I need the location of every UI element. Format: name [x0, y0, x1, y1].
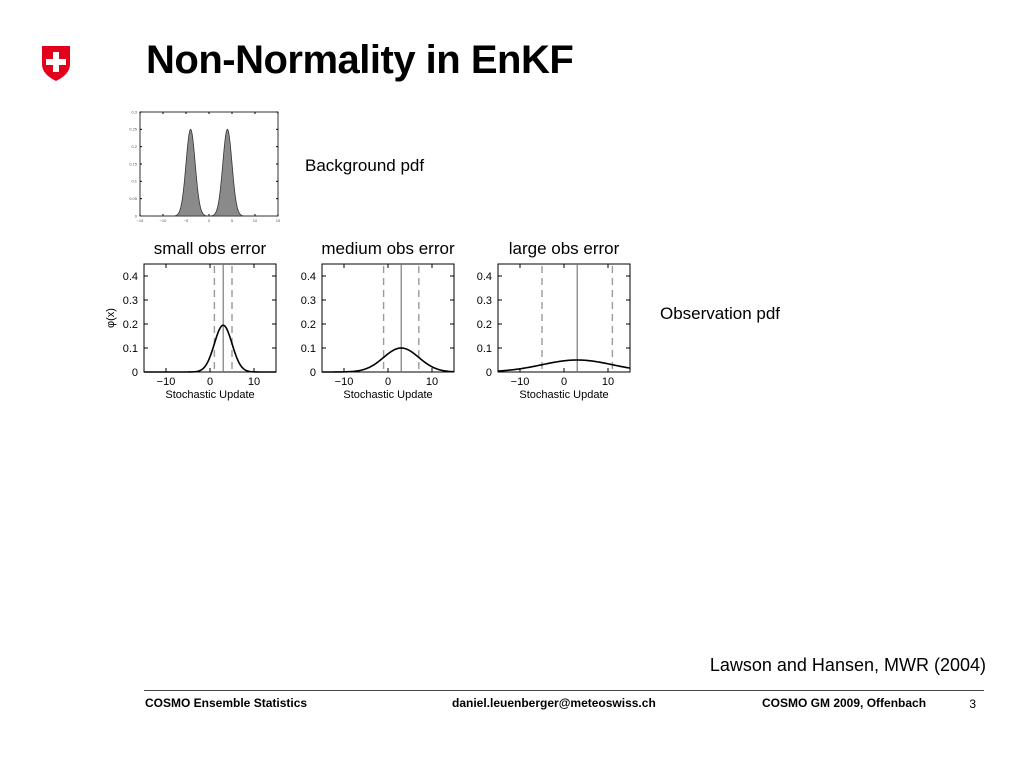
- y-tick-label: 0: [135, 213, 138, 218]
- background-pdf-label: Background pdf: [305, 156, 425, 175]
- y-tick-label: 0.1: [301, 343, 316, 355]
- x-tick-label: −10: [160, 218, 168, 223]
- small-obs-error-chart: small obs error −10 0 10 0 0.1 0.2 0.3 0.4 Stocha…: [105, 239, 277, 401]
- y-tick-label: 0.15: [129, 161, 138, 166]
- y-tick-label: 0.2: [123, 319, 138, 331]
- plot-frame: [497, 263, 631, 373]
- y-tick-label: 0.3: [131, 109, 137, 114]
- page-number: 3: [969, 697, 976, 711]
- y-axis-label: φ(x): [105, 308, 117, 328]
- x-tick-label: −15: [137, 218, 145, 223]
- x-tick-label: −10: [335, 376, 354, 388]
- x-tick-label: −5: [184, 218, 189, 223]
- plot-frame: [143, 263, 277, 373]
- y-tick-label: 0.3: [477, 295, 492, 307]
- pdf-curve: [497, 359, 631, 372]
- y-tick-label: 0.3: [123, 295, 138, 307]
- background-pdf-chart: −15 −10 −5 0 5 10 15 0 0.05 0.1 0.15 0.2 0.25 0.3: [129, 109, 281, 223]
- y-tick-label: 0.1: [477, 343, 492, 355]
- x-tick-label: 0: [561, 376, 567, 388]
- x-tick-label: 5: [231, 218, 234, 223]
- x-tick-label: 10: [602, 376, 614, 388]
- pdf-curve: [144, 324, 276, 373]
- y-tick-label: 0.2: [301, 319, 316, 331]
- y-tick-label: 0.1: [123, 343, 138, 355]
- x-tick-label: −10: [511, 376, 530, 388]
- y-tick-label: 0.25: [129, 127, 138, 132]
- y-tick-label: 0.2: [131, 144, 137, 149]
- y-tick-label: 0: [486, 367, 492, 379]
- chart-title: large obs error: [509, 239, 620, 258]
- x-tick-label: 10: [426, 376, 438, 388]
- medium-obs-error-chart: medium obs error −10 0 10 0 0.1 0.2 0.3 0.4 Stoch…: [301, 239, 455, 401]
- observation-pdf-label: Observation pdf: [660, 304, 781, 323]
- x-tick-label: −10: [157, 376, 176, 388]
- x-tick-label: 0: [385, 376, 391, 388]
- footer-center: daniel.leuenberger@meteoswiss.ch: [452, 696, 656, 710]
- footer-divider: [144, 690, 984, 691]
- y-tick-label: 0.3: [301, 295, 316, 307]
- y-tick-label: 0.4: [123, 271, 138, 283]
- y-tick-label: 0.2: [477, 319, 492, 331]
- plot-frame: [321, 263, 455, 373]
- chart-title: small obs error: [154, 239, 267, 258]
- x-axis-label: Stochastic Update: [165, 389, 254, 401]
- background-pdf-area: [140, 128, 278, 217]
- plot-frame: [139, 111, 279, 217]
- y-tick-label: 0.1: [131, 179, 137, 184]
- large-obs-error-chart: large obs error −10 0 10 0 0.1 0.2 0.3 0.4 Stocha…: [477, 239, 631, 401]
- y-tick-label: 0: [310, 367, 316, 379]
- swiss-cross-shield-icon: [42, 46, 70, 81]
- y-tick-label: 0: [132, 367, 138, 379]
- chart-title: medium obs error: [321, 239, 455, 258]
- x-tick-label: 0: [208, 218, 211, 223]
- x-tick-label: 0: [207, 376, 213, 388]
- x-tick-label: 10: [248, 376, 260, 388]
- x-tick-label: 15: [276, 218, 281, 223]
- y-tick-label: 0.4: [301, 271, 316, 283]
- y-tick-label: 0.05: [129, 196, 138, 201]
- x-axis-label: Stochastic Update: [519, 389, 608, 401]
- x-tick-label: 10: [253, 218, 258, 223]
- footer-left: COSMO Ensemble Statistics: [145, 696, 308, 710]
- pdf-curve: [322, 347, 455, 373]
- x-axis-label: Stochastic Update: [343, 389, 432, 401]
- footer-right: COSMO GM 2009, Offenbach: [762, 696, 927, 710]
- citation: Lawson and Hansen, MWR (2004): [709, 655, 986, 675]
- y-tick-label: 0.4: [477, 271, 492, 283]
- page-title: Non-Normality in EnKF: [146, 38, 574, 82]
